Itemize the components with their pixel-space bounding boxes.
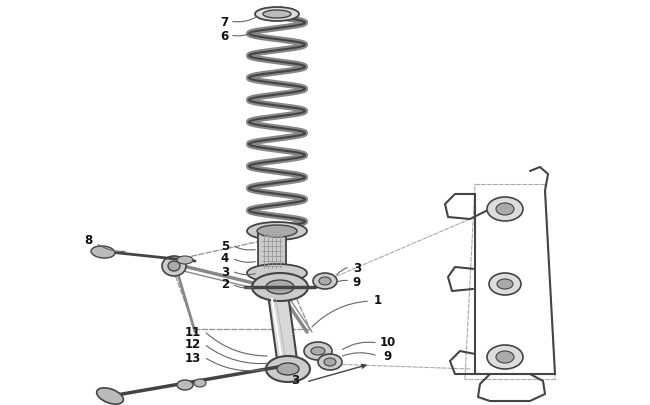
Text: 9: 9 xyxy=(353,275,361,288)
Ellipse shape xyxy=(194,379,206,387)
Text: 11: 11 xyxy=(185,325,201,338)
Text: 3: 3 xyxy=(353,261,361,274)
Ellipse shape xyxy=(496,203,514,215)
Text: 9: 9 xyxy=(384,349,392,362)
Ellipse shape xyxy=(496,351,514,363)
Ellipse shape xyxy=(318,354,342,370)
Text: 4: 4 xyxy=(221,252,229,265)
Ellipse shape xyxy=(177,380,193,390)
Ellipse shape xyxy=(311,347,325,355)
Text: 12: 12 xyxy=(185,338,201,351)
Text: 13: 13 xyxy=(185,351,201,364)
Ellipse shape xyxy=(266,356,310,382)
Text: 5: 5 xyxy=(221,239,229,252)
Ellipse shape xyxy=(168,261,180,271)
Ellipse shape xyxy=(313,273,337,289)
Ellipse shape xyxy=(263,11,291,19)
Text: 2: 2 xyxy=(221,278,229,291)
Polygon shape xyxy=(268,294,298,367)
Ellipse shape xyxy=(497,279,513,289)
Ellipse shape xyxy=(266,280,294,294)
Ellipse shape xyxy=(277,363,299,375)
Text: 3: 3 xyxy=(221,265,229,278)
Text: 8: 8 xyxy=(84,233,92,246)
Text: 6: 6 xyxy=(220,30,228,43)
Text: 1: 1 xyxy=(374,293,382,306)
Ellipse shape xyxy=(257,226,297,237)
Ellipse shape xyxy=(162,256,186,276)
Ellipse shape xyxy=(97,388,124,404)
Ellipse shape xyxy=(252,273,308,301)
Ellipse shape xyxy=(247,264,307,282)
Ellipse shape xyxy=(319,277,331,285)
Ellipse shape xyxy=(255,8,299,22)
Ellipse shape xyxy=(304,342,332,360)
Text: 10: 10 xyxy=(380,335,396,347)
Text: 3: 3 xyxy=(291,373,299,386)
Ellipse shape xyxy=(91,246,115,258)
FancyBboxPatch shape xyxy=(258,230,286,272)
Ellipse shape xyxy=(247,222,307,241)
Ellipse shape xyxy=(489,273,521,295)
Text: 7: 7 xyxy=(220,15,228,28)
Ellipse shape xyxy=(324,358,336,366)
Ellipse shape xyxy=(177,256,193,264)
Ellipse shape xyxy=(487,198,523,222)
Ellipse shape xyxy=(487,345,523,369)
